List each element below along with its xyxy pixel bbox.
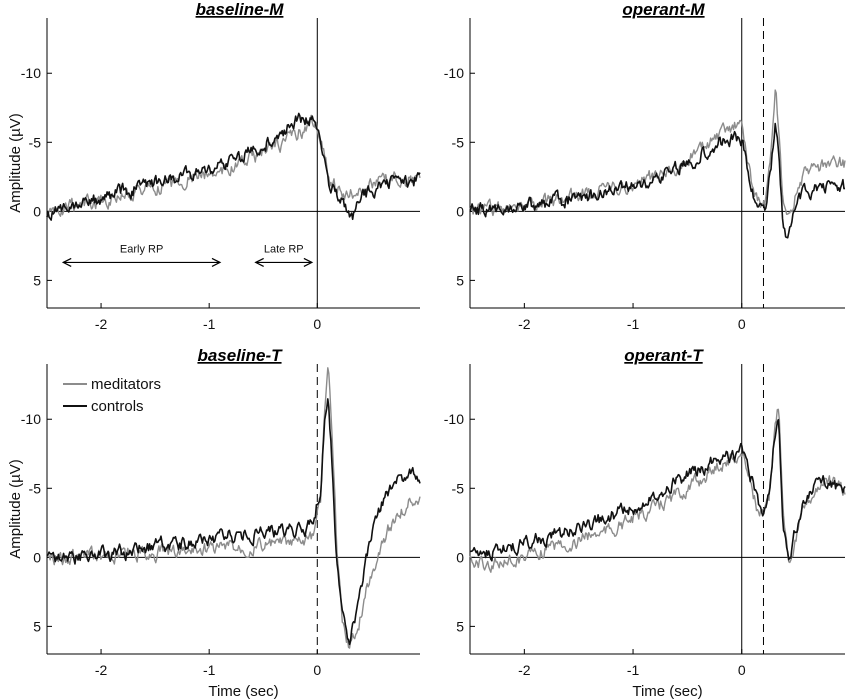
annotation-arrow-1: Late RP — [254, 243, 314, 267]
legend-label-meditators: meditators — [91, 376, 161, 393]
y-tick-label: -5 — [29, 480, 42, 496]
series-line-meditators — [46, 367, 421, 649]
y-tick-label: 5 — [33, 618, 41, 634]
x-tick-label: -2 — [518, 662, 531, 678]
series-line-controls — [469, 418, 846, 562]
legend-label-controls: controls — [91, 398, 144, 415]
series-line-controls — [469, 122, 846, 239]
series-line-meditators — [46, 114, 421, 218]
panel-title: baseline-T — [197, 346, 283, 365]
y-tick-label: -5 — [29, 134, 42, 150]
y-tick-label: 5 — [456, 618, 464, 634]
x-tick-label: -2 — [95, 316, 108, 332]
x-axis-label: Time (sec) — [632, 683, 702, 700]
x-tick-label: -1 — [627, 316, 640, 332]
annotation-label: Late RP — [264, 243, 304, 255]
y-tick-label: -10 — [444, 65, 464, 81]
x-tick-label: 0 — [738, 662, 746, 678]
series-line-meditators — [469, 408, 846, 573]
arrow-head-right — [303, 257, 314, 267]
arrow-head-left — [254, 257, 264, 267]
y-tick-label: -5 — [452, 480, 465, 496]
x-tick-label: -1 — [203, 316, 216, 332]
series-line-meditators — [469, 89, 846, 217]
panel-title: operant-M — [622, 0, 705, 19]
annotation-label: Early RP — [120, 243, 163, 255]
y-tick-label: -10 — [21, 65, 41, 81]
y-tick-label: 5 — [33, 272, 41, 288]
series-line-controls — [46, 112, 421, 221]
x-tick-label: -1 — [203, 662, 216, 678]
arrow-head-right — [211, 257, 222, 267]
y-tick-label: -5 — [452, 134, 465, 150]
y-tick-label: 0 — [33, 203, 41, 219]
y-tick-label: -10 — [21, 411, 41, 427]
legend: meditators controls — [63, 376, 161, 415]
x-tick-label: -2 — [518, 316, 531, 332]
x-tick-label: 0 — [738, 316, 746, 332]
x-tick-label: 0 — [313, 662, 321, 678]
arrow-head-left — [61, 257, 72, 267]
panel-title: baseline-M — [196, 0, 285, 19]
panel-title: operant-T — [624, 346, 704, 365]
annotation-arrow-0: Early RP — [61, 243, 222, 267]
x-tick-label: -2 — [95, 662, 108, 678]
y-tick-label: 0 — [33, 549, 41, 565]
x-axis-label: Time (sec) — [208, 683, 278, 700]
y-tick-label: 5 — [456, 272, 464, 288]
x-tick-label: 0 — [313, 316, 321, 332]
y-axis-label: Amplitude (µV) — [7, 459, 24, 559]
series-line-controls — [46, 398, 421, 646]
y-axis-label: Amplitude (µV) — [7, 113, 24, 213]
y-tick-label: 0 — [456, 203, 464, 219]
y-tick-label: 0 — [456, 549, 464, 565]
y-tick-label: -10 — [444, 411, 464, 427]
x-tick-label: -1 — [627, 662, 640, 678]
